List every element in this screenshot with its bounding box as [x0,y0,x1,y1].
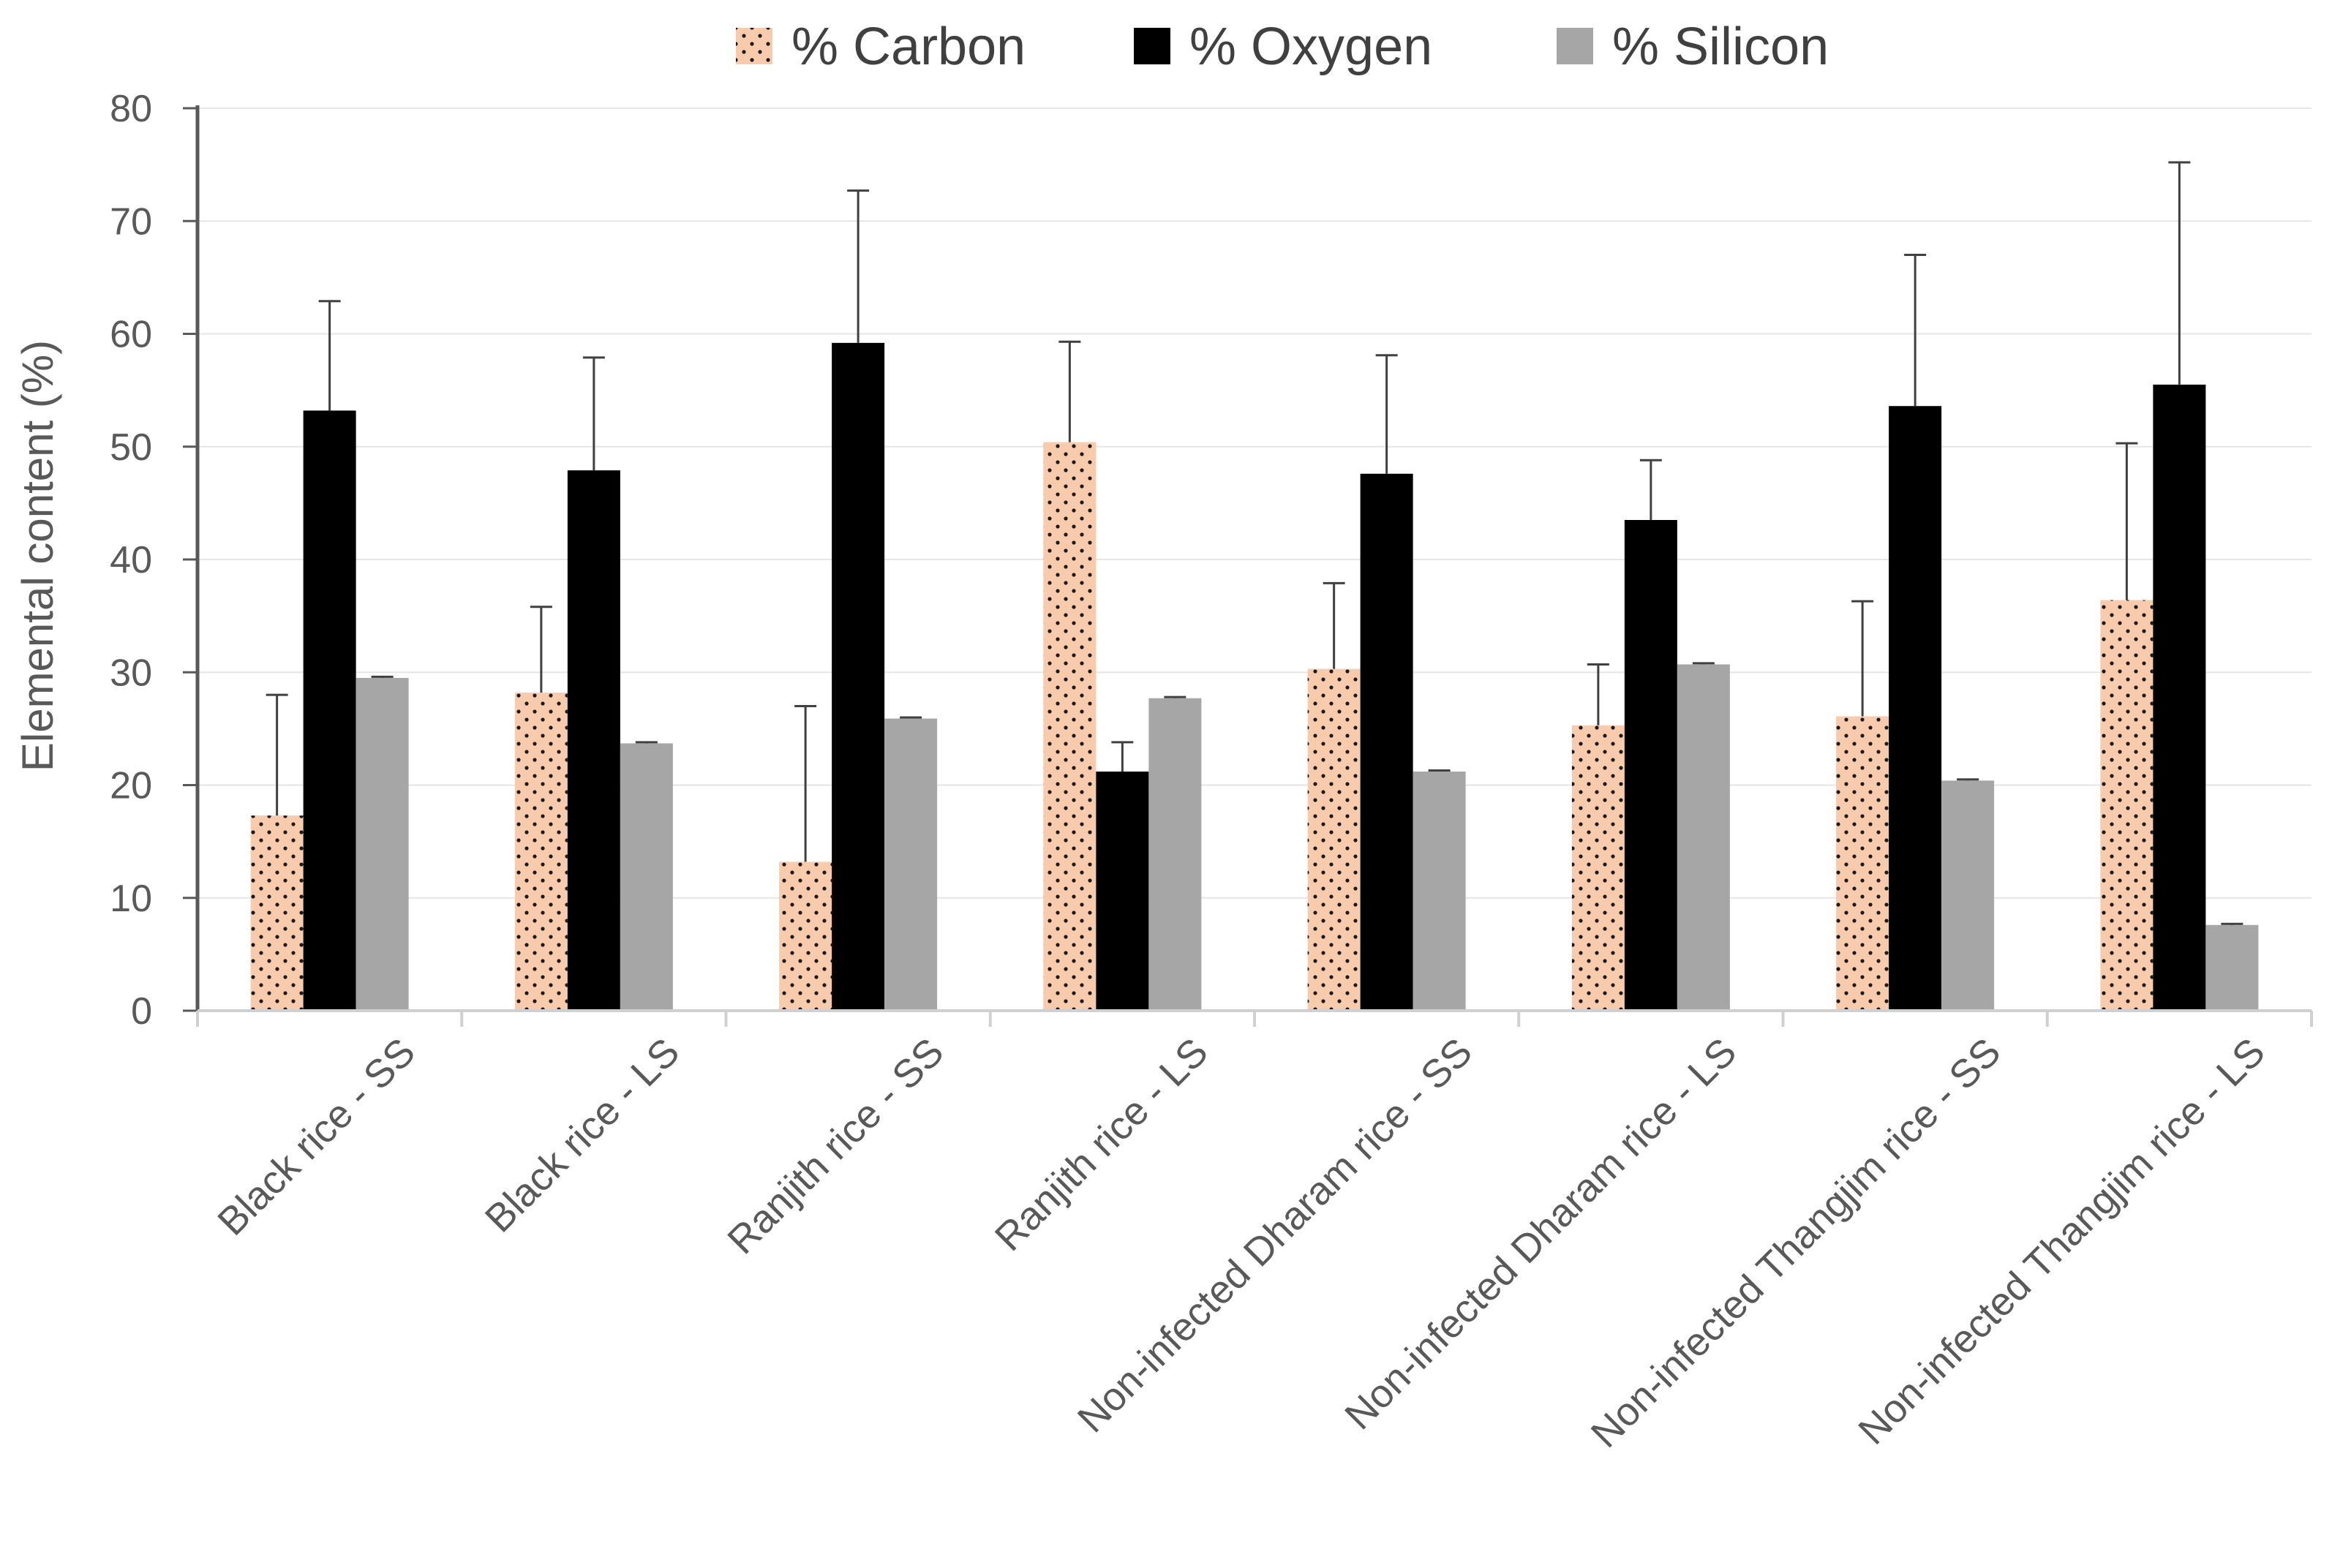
gridlines [198,108,2312,899]
y-axis-label: Elemental content (%) [13,340,62,772]
bar-carbon [2100,600,2154,1011]
bar-silicon [1677,664,1730,1011]
bar-oxygen [567,470,620,1011]
bar-silicon [884,718,938,1011]
y-tick-label: 0 [131,990,152,1033]
legend-item: % Carbon [736,18,1026,76]
legend-swatch [1134,28,1170,64]
bar-silicon [1413,771,1466,1011]
y-tick-label: 80 [110,88,152,130]
bar-carbon [779,862,832,1011]
y-tick-label: 70 [110,200,152,243]
y-tick-label: 40 [110,539,152,581]
legend-item: % Oxygen [1134,18,1432,76]
legend-label: % Silicon [1612,18,1829,76]
bar-oxygen [1624,520,1677,1011]
legend: % Carbon % Oxygen % Silicon [736,18,1829,76]
bar-oxygen [303,410,356,1011]
y-tick-label: 50 [110,426,152,469]
axes [195,105,2313,1027]
bar-carbon [1043,442,1097,1011]
bar-silicon [620,743,673,1011]
x-category-label: Black rice - SS [209,1030,424,1244]
bar-carbon [1307,668,1361,1011]
x-category-label: Non-infected Thangjim rice - SS [1583,1030,2009,1456]
bar-carbon [250,815,304,1011]
x-category-label: Ranjith rice - LS [987,1030,1216,1259]
bar-silicon [1941,780,1995,1011]
y-axis-ticks: 0 10 20 30 40 50 60 70 80 [110,88,198,1033]
bar-oxygen [832,342,885,1011]
y-tick-label: 60 [110,314,152,356]
error-bars [266,161,2243,925]
x-category-label: Ranjith rice - SS [719,1030,952,1262]
x-axis-category-labels: Black rice - SS Black rice - LS Ranjith ri… [209,1030,2273,1456]
legend-swatch [736,28,772,64]
y-tick-label: 30 [110,652,152,694]
bar-carbon [1836,716,1889,1011]
bar-carbon [1571,725,1625,1011]
bar-silicon [1148,698,1202,1011]
y-tick-label: 20 [110,765,152,807]
bar-carbon [514,693,568,1011]
bar-oxygen [1360,473,1413,1011]
bar-silicon [2205,924,2259,1011]
legend-label: % Oxygen [1189,18,1432,76]
y-tick-label: 10 [110,878,152,920]
legend-label: % Carbon [791,18,1026,76]
bar-oxygen [1889,406,1942,1011]
legend-item: % Silicon [1557,18,1829,76]
x-category-label: Black rice - LS [477,1030,688,1241]
legend-swatch [1557,28,1593,64]
bar-silicon [356,677,409,1011]
bar-oxygen [2153,384,2206,1011]
bar-oxygen [1096,771,1149,1011]
bars [250,342,2259,1011]
